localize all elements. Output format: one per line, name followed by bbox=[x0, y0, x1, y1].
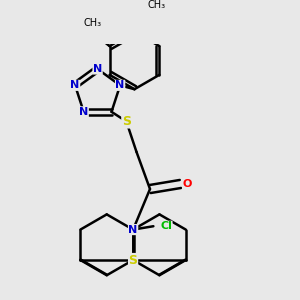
Text: N: N bbox=[79, 107, 88, 117]
Text: N: N bbox=[93, 64, 102, 74]
Text: CH₃: CH₃ bbox=[148, 0, 166, 10]
Text: CH₃: CH₃ bbox=[84, 17, 102, 28]
Text: N: N bbox=[128, 225, 138, 235]
Text: S: S bbox=[122, 115, 131, 128]
Text: S: S bbox=[129, 254, 138, 266]
Text: O: O bbox=[182, 179, 192, 189]
Text: N: N bbox=[116, 80, 125, 90]
Text: Cl: Cl bbox=[160, 221, 172, 231]
Text: N: N bbox=[70, 80, 80, 90]
